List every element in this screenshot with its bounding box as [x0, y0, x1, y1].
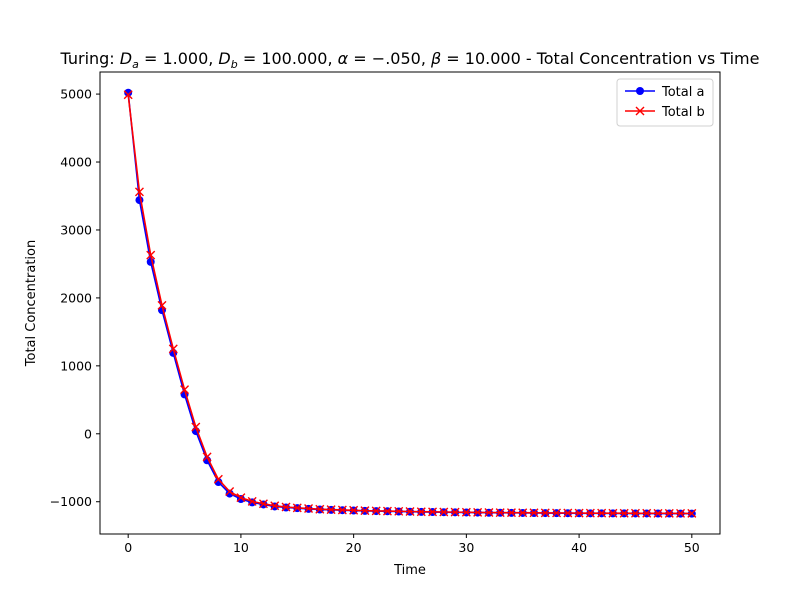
y-tick-label: 1000 [60, 358, 92, 373]
data-point-total-b [676, 508, 686, 518]
data-point-total-b [382, 506, 392, 516]
data-point-total-b [540, 508, 550, 518]
y-tick-label: 0 [84, 426, 92, 441]
data-point-total-b [123, 90, 133, 100]
data-point-total-b [597, 508, 607, 518]
data-point-total-b [653, 508, 663, 518]
data-point-total-b [258, 499, 268, 509]
series-line-total-a [127, 92, 692, 515]
legend-marker-total-b [635, 106, 645, 116]
series-layer [123, 88, 697, 518]
legend-label-total-b: Total b [661, 105, 705, 120]
data-point-total-b [473, 507, 483, 517]
data-point-total-b [529, 508, 539, 518]
x-tick-label: 30 [458, 540, 474, 555]
data-point-total-b [394, 506, 404, 516]
data-point-total-a [225, 489, 234, 498]
data-point-total-b [518, 508, 528, 518]
y-tick-label: 2000 [60, 290, 92, 305]
y-tick-label: 3000 [60, 222, 92, 237]
y-tick-label: −1000 [50, 494, 92, 509]
data-point-total-b [484, 508, 494, 518]
chart-title: Turing: Da = 1.000, Db = 100.000, α = −.… [60, 49, 760, 71]
x-axis-label: Time [393, 563, 426, 578]
plot-frame [99, 71, 721, 535]
data-point-total-b [461, 507, 471, 517]
y-tick-label: 4000 [60, 155, 92, 170]
data-point-total-b [506, 508, 516, 518]
data-point-total-b [326, 505, 336, 515]
data-point-total-b [585, 508, 595, 518]
y-tick-label: 5000 [60, 87, 92, 102]
data-point-total-b [552, 508, 562, 518]
data-point-total-b [213, 474, 223, 484]
y-axis-label: Total Concentration [24, 240, 39, 367]
data-point-total-b [439, 507, 449, 517]
data-point-total-b [157, 300, 167, 310]
data-point-total-b [428, 507, 438, 517]
data-point-total-b [630, 508, 640, 518]
data-point-total-b [146, 250, 156, 260]
data-point-total-b [315, 504, 325, 514]
data-point-total-b [349, 505, 359, 515]
data-point-total-a [135, 196, 144, 205]
data-point-total-b [574, 508, 584, 518]
legend-marker-total-a [636, 87, 644, 95]
data-point-total-b [270, 501, 280, 511]
data-point-total-b [292, 503, 302, 513]
series-line-total-b [127, 94, 692, 515]
data-point-total-b [281, 502, 291, 512]
ticks-layer: 0 10 20 30 40 50 −1000 0 1000 2000 3000 4000 5000 [50, 87, 700, 555]
x-tick-label: 20 [346, 540, 362, 555]
legend: Total a Total b [616, 78, 714, 127]
data-point-total-b [619, 508, 629, 518]
data-point-total-b [225, 487, 235, 497]
data-point-total-b [664, 508, 674, 518]
data-point-total-b [405, 507, 415, 517]
data-point-total-b [247, 496, 257, 506]
x-tick-label: 10 [233, 540, 249, 555]
data-point-total-b [191, 422, 201, 432]
data-point-total-b [687, 508, 697, 518]
x-tick-label: 0 [124, 540, 132, 555]
data-point-total-b [236, 493, 246, 503]
x-tick-label: 40 [571, 540, 587, 555]
data-point-total-b [642, 508, 652, 518]
data-point-total-b [168, 344, 178, 354]
data-point-total-a [124, 88, 133, 97]
data-point-total-b [416, 507, 426, 517]
x-tick-label: 50 [684, 540, 700, 555]
data-point-total-b [495, 508, 505, 518]
data-point-total-b [202, 452, 212, 462]
data-point-total-b [180, 385, 190, 395]
data-point-total-b [360, 506, 370, 516]
legend-label-total-a: Total a [661, 85, 704, 100]
data-point-total-b [450, 507, 460, 517]
data-point-total-b [371, 506, 381, 516]
data-point-total-b [608, 508, 618, 518]
data-point-total-b [337, 505, 347, 515]
data-point-total-b [563, 508, 573, 518]
data-point-total-a [214, 478, 223, 487]
data-point-total-b [304, 504, 314, 514]
data-point-total-b [134, 187, 144, 197]
